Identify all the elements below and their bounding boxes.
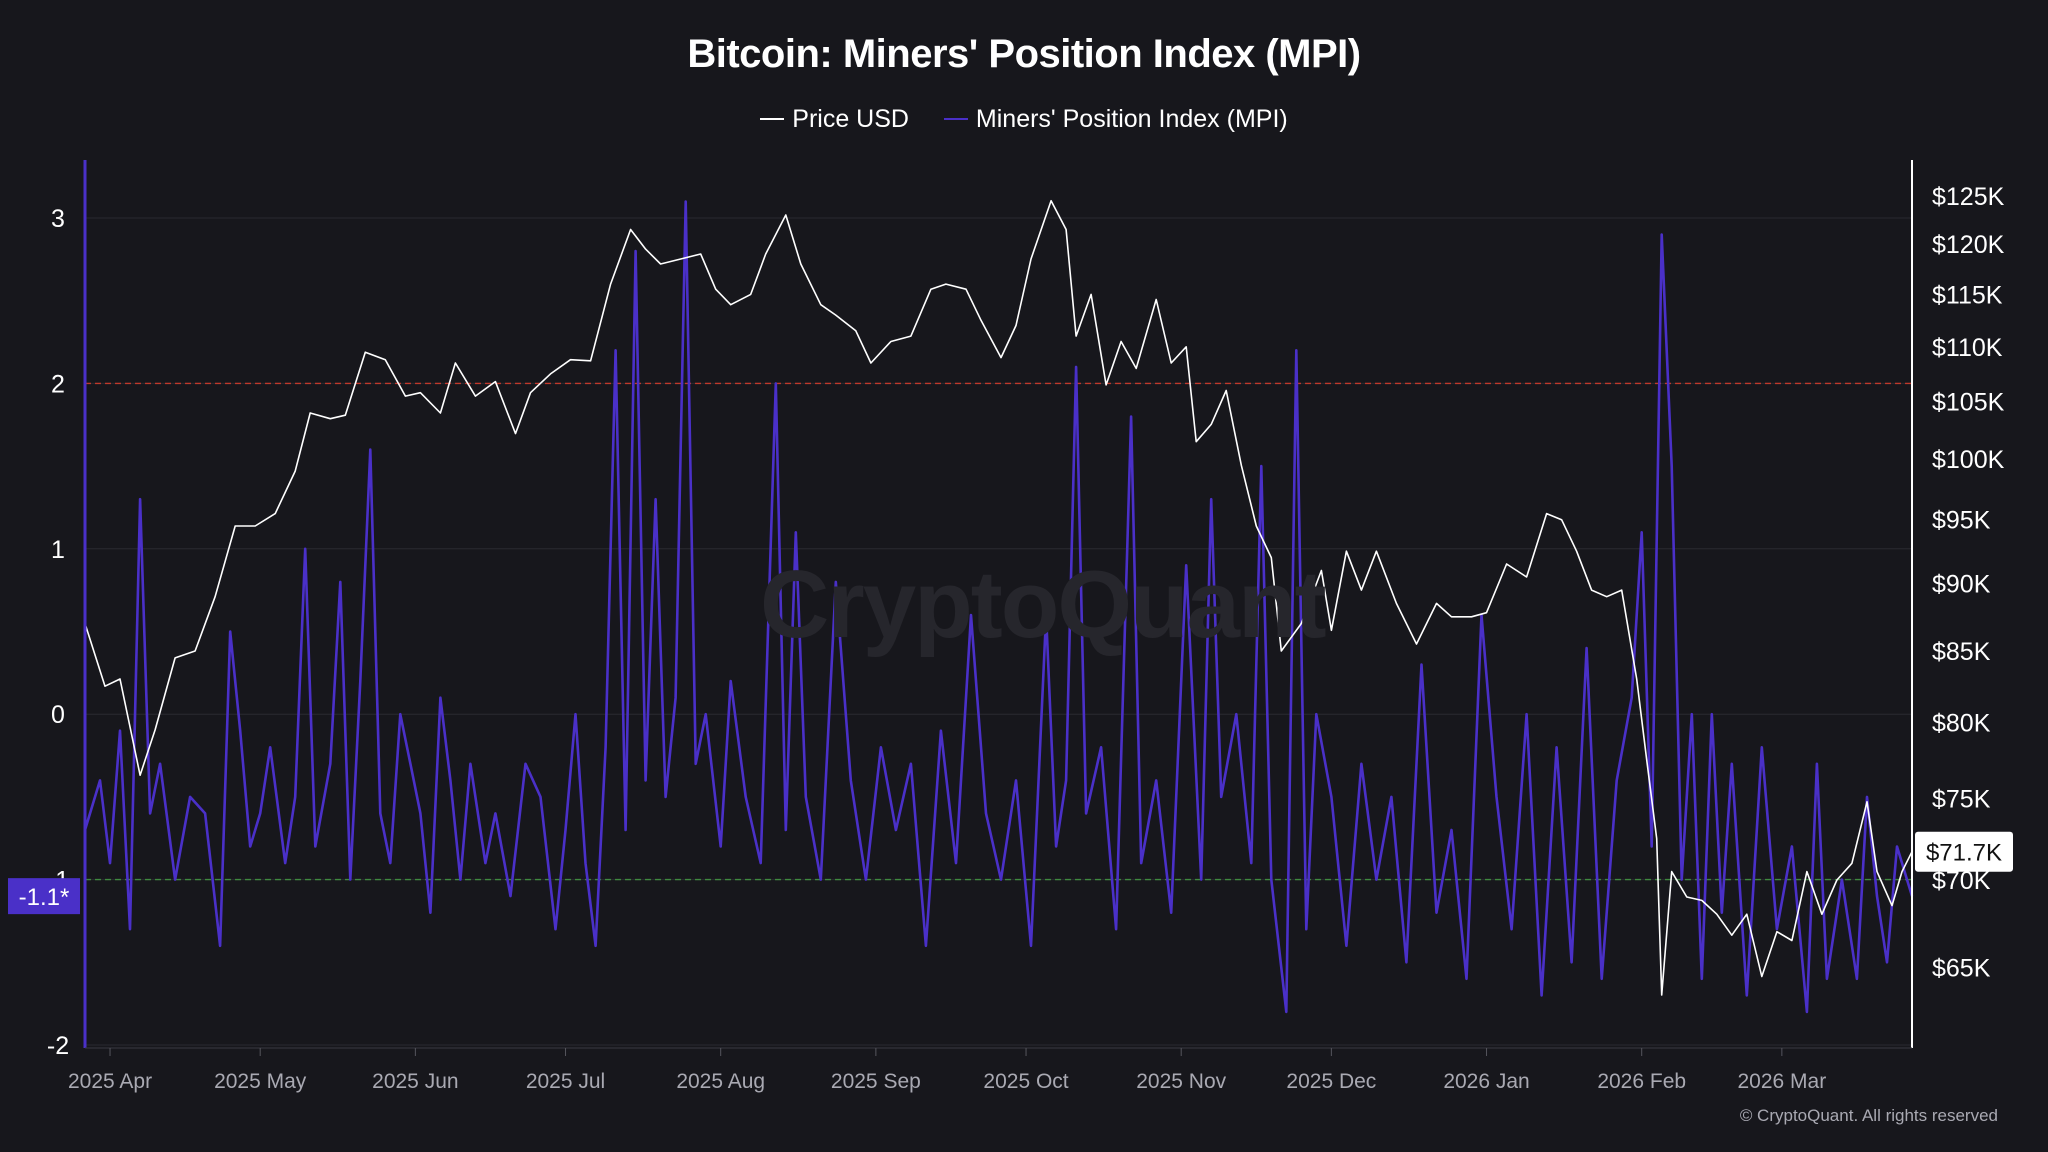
x-tick-label: 2025 Oct [983, 1070, 1068, 1093]
mpi-last-value-label: -1.1* [19, 884, 70, 911]
watermark: CryptoQuant [760, 551, 1327, 658]
y-right-tick-label: $80K [1932, 709, 1991, 737]
x-tick-label: 2025 May [214, 1070, 307, 1093]
y-right-tick-label: $95K [1932, 507, 1991, 535]
y-left-tick-label: -2 [47, 1032, 69, 1060]
y-left-tick-label: 3 [51, 205, 65, 233]
y-right-tick-label: $115K [1932, 281, 2003, 309]
legend-label-mpi: Miners' Position Index (MPI) [975, 104, 1288, 133]
price-line[interactable] [84, 199, 1913, 996]
x-tick-label: 2025 Jun [372, 1070, 458, 1093]
threshold-lines [85, 382, 1912, 881]
y-left-tick-labels: -2-10123 [47, 205, 69, 1060]
y-right-tick-label: $100K [1932, 446, 2005, 474]
legend-swatch-price [760, 118, 785, 120]
y-left-tick-label: 0 [51, 701, 65, 729]
x-tick-label: 2025 Dec [1286, 1070, 1376, 1093]
x-tick-label: 2025 Apr [68, 1070, 152, 1093]
y-right-tick-label: $110K [1932, 334, 2003, 362]
mpi-last-value-box [8, 878, 80, 915]
x-tick-label: 2026 Mar [1737, 1070, 1826, 1093]
copyright-notice: © CryptoQuant. All rights reserved [1739, 1106, 1998, 1125]
y-right-tick-label: $125K [1932, 183, 2005, 211]
legend-item-price[interactable]: Price USD [760, 105, 909, 134]
mpi-series[interactable] [83, 200, 1914, 1014]
y-right-tick-label: $75K [1932, 786, 1991, 814]
axes [83, 160, 1913, 1049]
x-tick-label: 2025 Nov [1136, 1070, 1226, 1093]
legend-item-mpi[interactable]: Miners' Position Index (MPI) [943, 104, 1288, 134]
y-right-tick-label: $90K [1932, 571, 1991, 599]
y-right-tick-label: $120K [1932, 231, 2005, 259]
y-left-tick-label: 1 [51, 536, 65, 564]
x-tick-label: 2025 Sep [831, 1070, 921, 1093]
x-axis-tick-labels: 2025 Apr 2025 May 2025 Jun 2025 Jul 2025 Aug… [68, 1048, 1826, 1093]
legend-label-price: Price USD [792, 104, 909, 133]
chart-title: Bitcoin: Miners' Position Index (MPI) [687, 32, 1361, 76]
y-right-tick-label: $65K [1932, 954, 1991, 982]
x-tick-label: 2026 Jan [1443, 1070, 1529, 1093]
price-last-value-label: $71.7K [1926, 840, 2002, 867]
y-right-tick-label: $105K [1932, 389, 2005, 417]
legend-swatch-mpi [943, 118, 968, 120]
x-tick-label: 2025 Aug [676, 1070, 765, 1093]
x-tick-label: 2026 Feb [1597, 1070, 1686, 1093]
legend: Price USD Miners' Position Index (MPI) [0, 98, 2048, 134]
mpi-line[interactable] [83, 200, 1914, 1014]
x-tick-label: 2025 Jul [526, 1070, 605, 1093]
y-right-tick-label: $85K [1932, 638, 1991, 666]
price-last-value-box [1915, 831, 2013, 872]
price-series[interactable] [84, 199, 1913, 996]
last-value-labels: -1.1* $71.7K [8, 831, 2013, 915]
y-left-tick-label: 2 [51, 370, 65, 398]
